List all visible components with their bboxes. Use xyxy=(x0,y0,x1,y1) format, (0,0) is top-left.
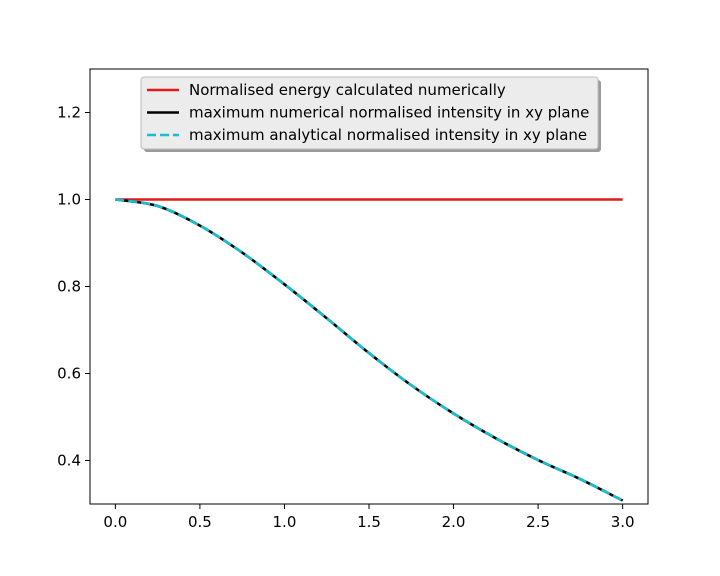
y-tick-label: 1.2 xyxy=(57,104,81,122)
legend-label: Normalised energy calculated numerically xyxy=(189,81,506,99)
x-tick-label: 2.5 xyxy=(526,513,550,531)
series-line-numerical-intensity xyxy=(115,198,624,502)
x-tick-label: 2.0 xyxy=(442,513,466,531)
x-tick-label: 3.0 xyxy=(611,513,635,531)
y-tick-label: 0.6 xyxy=(57,365,81,383)
legend: Normalised energy calculated numerically… xyxy=(140,76,601,152)
axes: 0.0 0.5 1.0 1.5 2.0 2.5 3.0 0.4 0.6 0.8 1.0 1.2 xyxy=(57,68,649,531)
plot-lines xyxy=(115,198,624,502)
x-tick-label: 0.5 xyxy=(188,513,212,531)
series-line-analytical-intensity xyxy=(115,198,624,502)
y-tick-label: 0.4 xyxy=(57,452,81,470)
y-tick-label: 0.8 xyxy=(57,278,81,296)
legend-entry-normalised-energy: Normalised energy calculated numerically xyxy=(147,81,506,99)
x-tick-label: 0.0 xyxy=(103,513,127,531)
x-tick-label: 1.0 xyxy=(273,513,297,531)
legend-label: maximum numerical normalised intensity i… xyxy=(189,104,589,122)
legend-box xyxy=(140,76,599,150)
x-tick-label: 1.5 xyxy=(357,513,381,531)
legend-entry-analytical-intensity: maximum analytical normalised intensity … xyxy=(147,126,587,144)
legend-entry-numerical-intensity: maximum numerical normalised intensity i… xyxy=(147,104,589,122)
legend-label: maximum analytical normalised intensity … xyxy=(189,126,587,144)
y-tick-label: 1.0 xyxy=(57,191,81,209)
